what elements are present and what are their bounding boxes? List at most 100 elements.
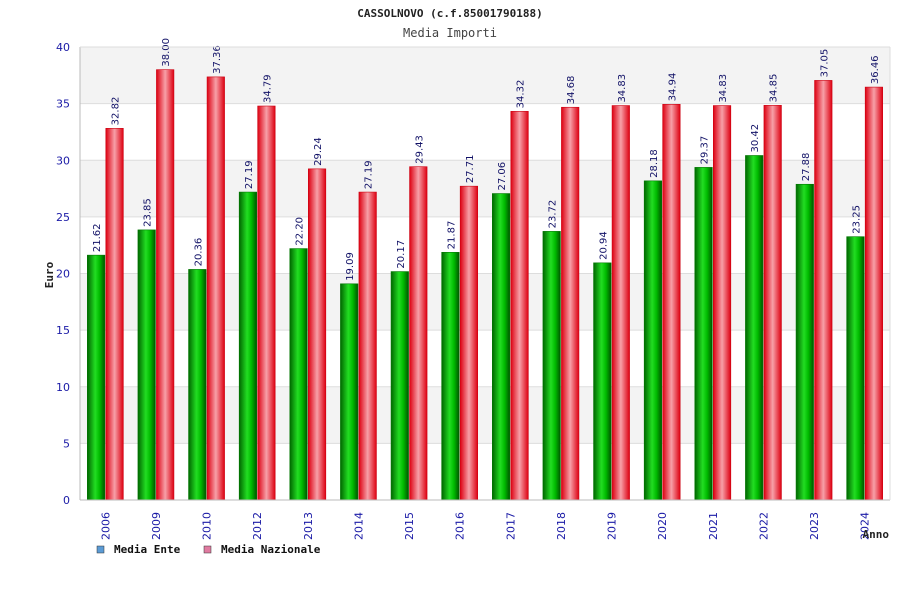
bar-media-ente — [441, 252, 460, 501]
data-label: 34.79 — [262, 74, 273, 103]
data-label: 34.83 — [718, 74, 729, 103]
data-label: 27.19 — [364, 160, 375, 189]
data-label: 20.36 — [193, 238, 204, 267]
y-tick-label: 0 — [63, 494, 70, 507]
bar-media-nazionale — [713, 105, 732, 501]
data-label: 34.85 — [769, 74, 780, 103]
x-tick-label: 2013 — [302, 512, 315, 540]
data-label: 37.05 — [819, 49, 830, 78]
chart-title: CASSOLNOVO (c.f.85001790188) — [357, 7, 542, 20]
bar-media-nazionale — [257, 105, 276, 501]
y-tick-label: 20 — [56, 268, 70, 281]
legend-label-media-nazionale: Media Nazionale — [221, 543, 321, 556]
chart-subtitle: Media Importi — [403, 26, 497, 40]
x-axis-label: Anno — [863, 528, 890, 541]
bar-media-nazionale — [561, 106, 580, 501]
data-label: 34.32 — [516, 80, 527, 109]
bar-media-nazionale — [510, 111, 529, 501]
y-tick-label: 5 — [63, 437, 70, 450]
y-ticks-group: 0 5 10 15 20 25 30 35 40 — [56, 41, 70, 507]
data-label: 21.62 — [92, 224, 103, 253]
bar-media-ente — [390, 271, 409, 501]
data-label: 34.83 — [617, 74, 628, 103]
bar-media-ente — [289, 248, 308, 501]
x-tick-label: 2024 — [859, 512, 872, 540]
bars-group — [87, 69, 883, 501]
legend-swatch-media-ente — [96, 545, 105, 554]
data-label: 23.25 — [851, 205, 862, 234]
data-label: 38.00 — [161, 38, 172, 67]
x-tick-label: 2012 — [251, 512, 264, 540]
legend-label-media-ente: Media Ente — [114, 543, 181, 556]
bar-media-ente — [188, 269, 207, 501]
x-tick-label: 2014 — [352, 512, 365, 540]
y-axis-label: Euro — [43, 261, 56, 288]
y-tick-label: 35 — [56, 98, 70, 111]
bar-media-nazionale — [156, 69, 175, 501]
x-tick-label: 2020 — [656, 512, 669, 540]
bar-media-nazionale — [864, 86, 883, 501]
bar-media-ente — [492, 193, 511, 501]
bar-media-ente — [795, 183, 814, 501]
bar-media-ente — [137, 229, 156, 501]
bar-media-ente — [87, 254, 106, 501]
bar-media-nazionale — [814, 80, 833, 501]
data-label: 36.46 — [870, 55, 881, 84]
bar-media-nazionale — [763, 105, 782, 501]
bar-media-ente — [745, 155, 764, 501]
data-label: 20.94 — [598, 231, 609, 260]
legend-swatch-media-nazionale — [203, 545, 212, 554]
bar-media-nazionale — [409, 166, 428, 501]
data-label: 27.19 — [244, 160, 255, 189]
data-label: 27.71 — [465, 155, 476, 184]
x-tick-label: 2015 — [403, 512, 416, 540]
data-label: 23.72 — [548, 200, 559, 229]
data-label: 37.36 — [212, 45, 223, 74]
bar-media-nazionale — [206, 76, 225, 501]
bar-media-nazionale — [105, 128, 124, 501]
data-label: 34.94 — [667, 73, 678, 102]
x-tick-label: 2006 — [99, 512, 112, 540]
x-tick-label: 2022 — [757, 512, 770, 540]
data-label: 19.09 — [345, 252, 356, 281]
data-label: 32.82 — [111, 97, 122, 126]
y-tick-label: 25 — [56, 211, 70, 224]
data-label: 20.17 — [396, 240, 407, 269]
x-ticks-group: 2006 2009 2010 2012 2013 2014 2015 2016 2017 2018… — [99, 512, 871, 540]
data-label: 29.37 — [700, 136, 711, 165]
y-tick-label: 10 — [56, 381, 70, 394]
x-tick-label: 2016 — [454, 512, 467, 540]
data-label: 29.24 — [313, 137, 324, 166]
bar-media-nazionale — [308, 168, 327, 501]
x-tick-label: 2018 — [555, 512, 568, 540]
y-tick-label: 30 — [56, 154, 70, 167]
bar-media-nazionale — [611, 105, 630, 501]
legend: Media Ente Media Nazionale — [96, 543, 321, 556]
bar-media-ente — [542, 231, 561, 501]
bar-media-nazionale — [358, 191, 377, 501]
x-tick-label: 2021 — [707, 512, 720, 540]
x-tick-label: 2017 — [504, 512, 517, 540]
bar-media-ente — [643, 180, 662, 501]
bar-media-nazionale — [662, 104, 681, 501]
data-label: 34.68 — [566, 76, 577, 105]
x-tick-label: 2019 — [606, 512, 619, 540]
bar-media-ente — [238, 191, 257, 501]
bar-media-nazionale — [459, 185, 478, 501]
data-label: 29.43 — [414, 135, 425, 164]
value-labels-group: 21.62 32.82 23.85 38.00 20.36 37.36 27.19 34.79… — [92, 38, 881, 281]
data-label: 23.85 — [143, 198, 154, 227]
axes-group — [79, 46, 891, 501]
data-label: 30.42 — [750, 124, 761, 153]
y-tick-label: 15 — [56, 324, 70, 337]
data-label: 27.06 — [497, 162, 508, 191]
bar-media-ente — [593, 262, 612, 501]
data-label: 21.87 — [446, 221, 457, 250]
x-tick-label: 2010 — [201, 512, 214, 540]
x-tick-label: 2009 — [150, 512, 163, 540]
data-label: 27.88 — [801, 153, 812, 182]
bar-media-ente — [846, 236, 865, 501]
data-label: 22.20 — [295, 217, 306, 246]
bar-media-ente — [340, 283, 359, 501]
